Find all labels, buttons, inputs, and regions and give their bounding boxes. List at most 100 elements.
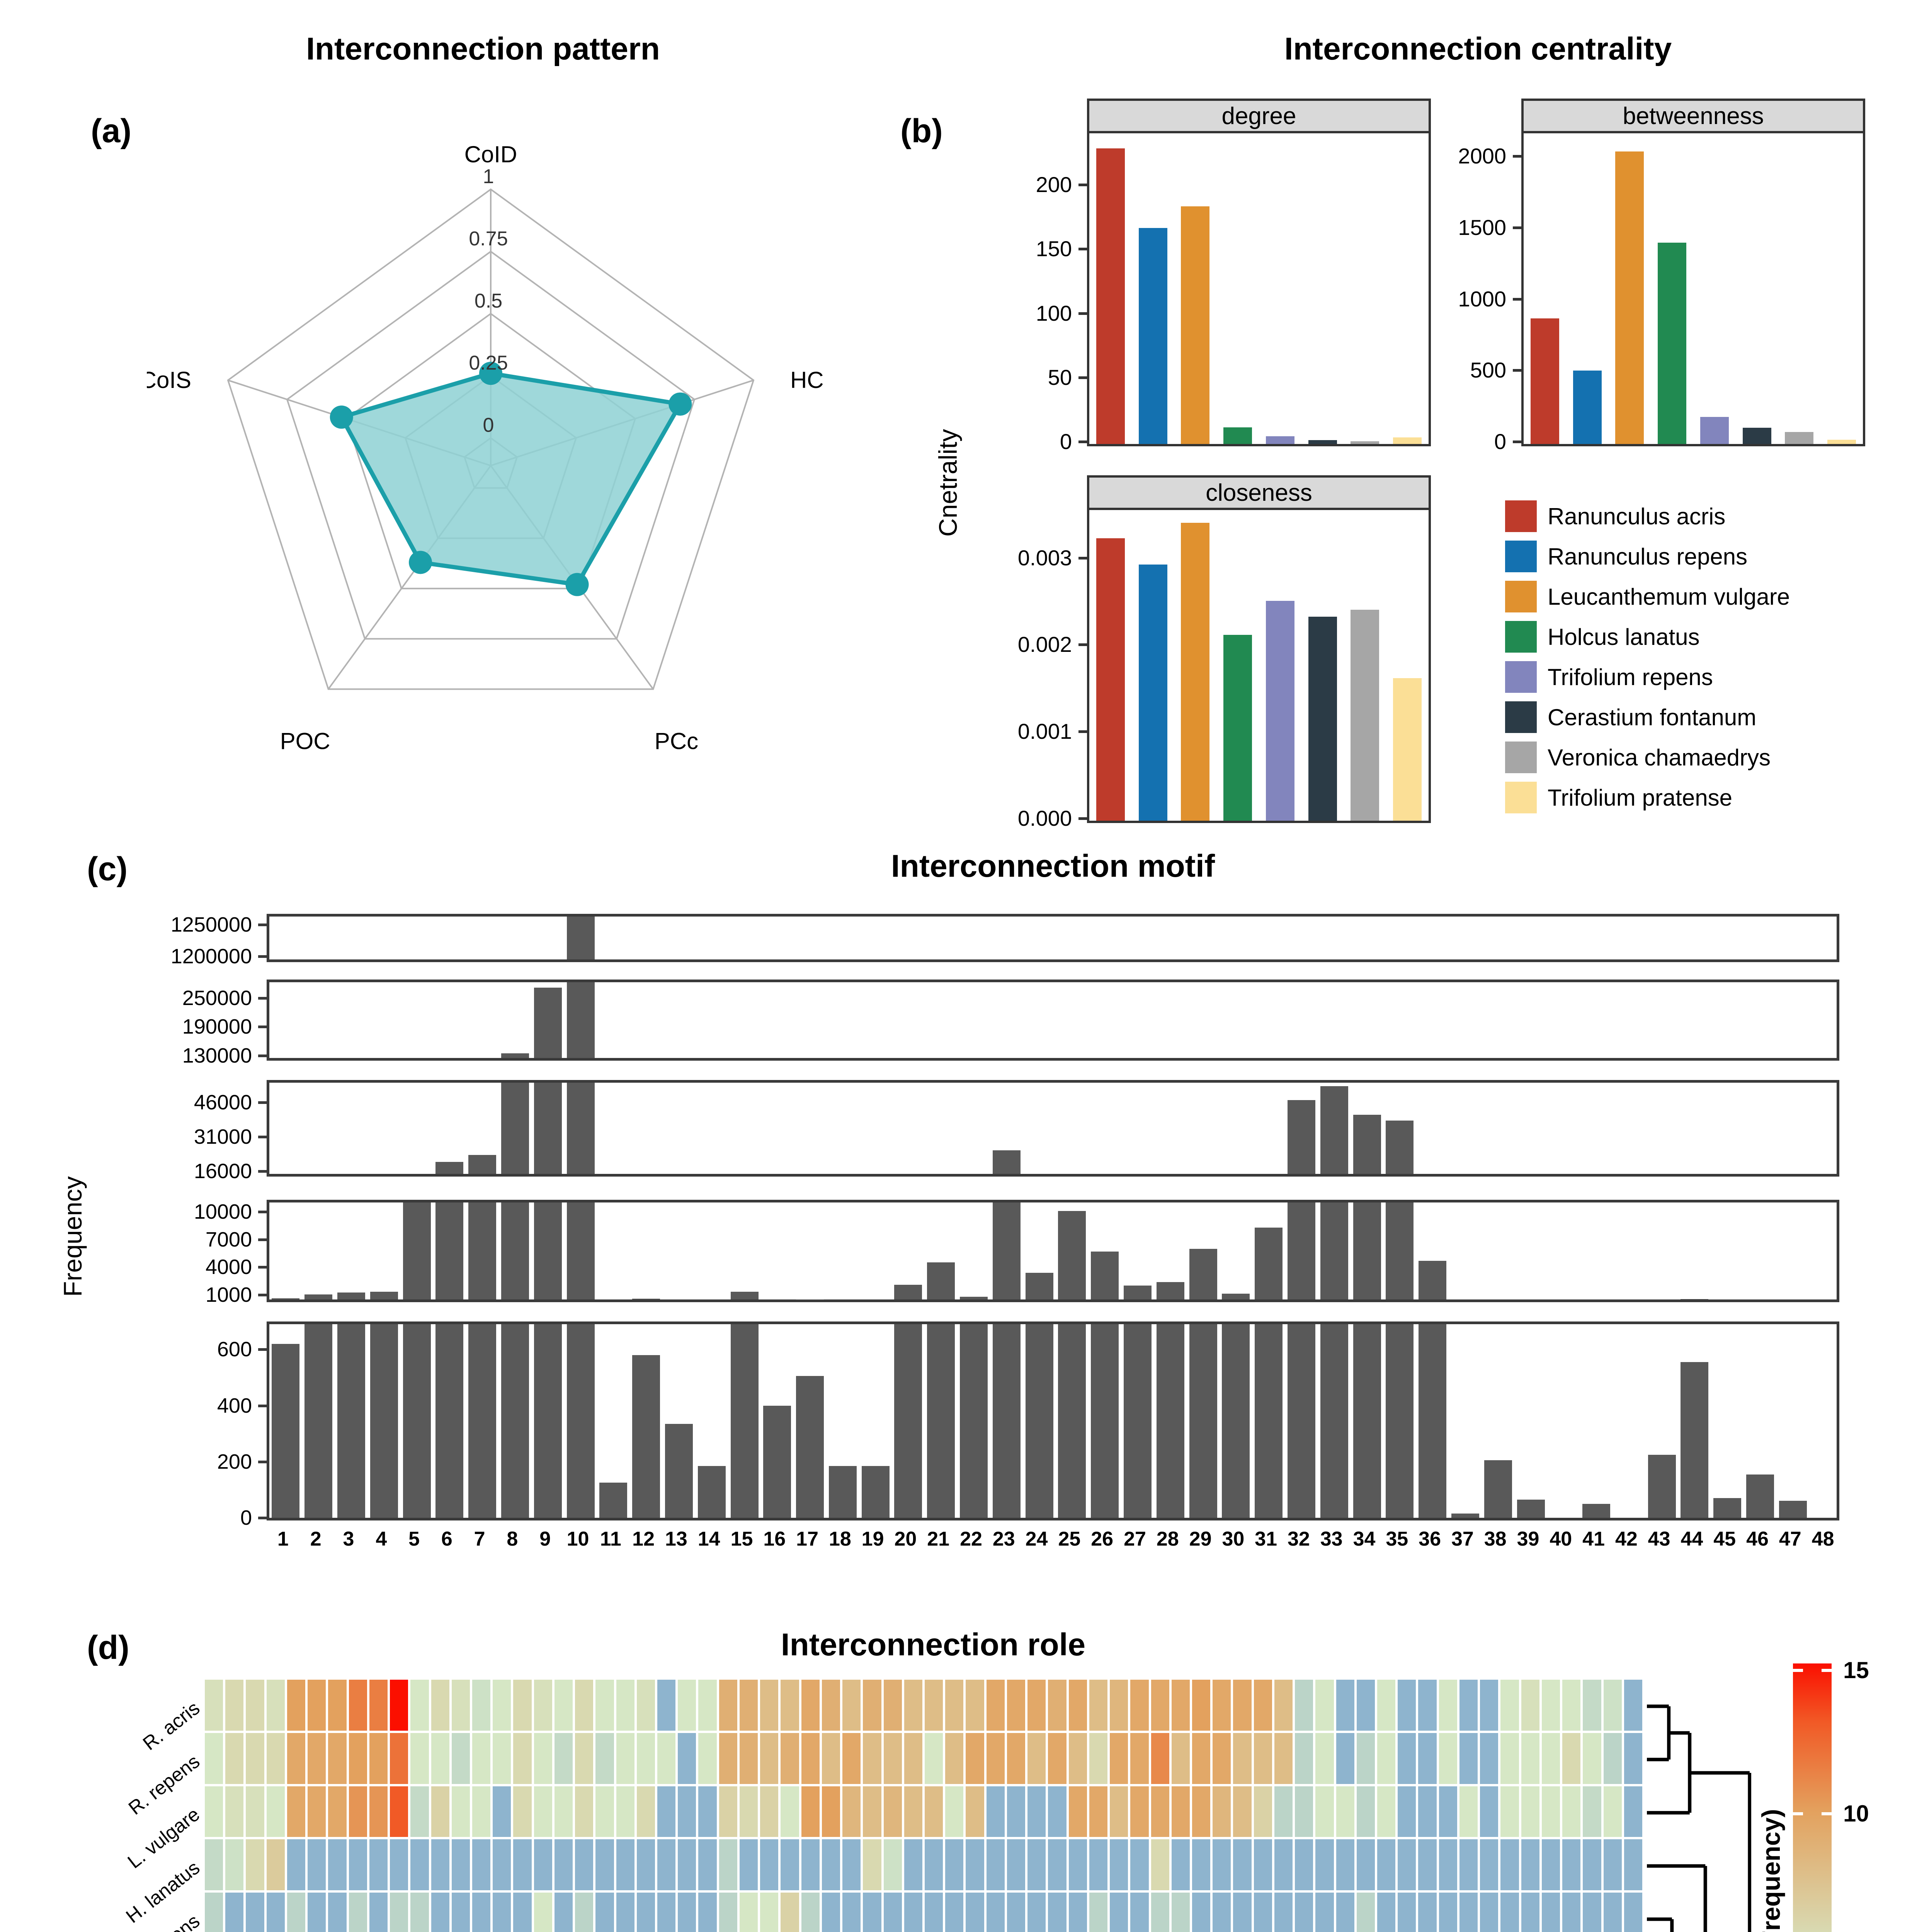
y-tick-mark [1513,369,1522,372]
motif-bar [534,987,562,1058]
motif-bar [1287,1100,1315,1174]
heatmap-cell [493,1733,511,1784]
heatmap-cell [719,1893,737,1932]
motif-bar [1124,1324,1152,1518]
legend-swatch [1505,742,1537,773]
radar-data-point [330,405,353,429]
facet-strip: degree [1087,99,1431,133]
y-tick-label: 0 [1494,429,1506,454]
heatmap-cell [636,1680,655,1731]
heatmap-cell [451,1839,470,1890]
heatmap-cell [513,1733,532,1784]
centrality-bar [1138,564,1167,821]
heatmap-cell [1315,1680,1334,1731]
heatmap-cell [205,1680,223,1731]
heatmap-cell [883,1839,902,1890]
heatmap-cell [308,1893,326,1932]
motif-x-label: 5 [408,1528,420,1550]
motif-bar [501,1083,529,1174]
legend-label: Cerastium fontanum [1548,704,1757,730]
motif-bar [960,1324,988,1518]
motif-bar [1484,1460,1512,1518]
heatmap-cell [842,1893,861,1932]
heatmap-cell [1624,1893,1642,1932]
heatmap-cell [698,1893,717,1932]
motif-x-label: 27 [1124,1528,1146,1550]
heatmap-cell [1336,1786,1354,1837]
motif-bar [1386,1121,1414,1174]
motif-tick-mark [258,1266,267,1269]
heatmap-cell [1048,1893,1067,1932]
radar-axis-label: HC [790,367,824,393]
motif-tick-mark [258,1404,267,1407]
heatmap-cell [349,1893,367,1932]
heatmap-cell [1603,1733,1622,1784]
facet-plot-area [1524,133,1863,444]
heatmap-row-label: R. repens [124,1750,204,1819]
heatmap-cell [328,1733,347,1784]
heatmap-cell [1048,1680,1067,1731]
heatmap-cell [390,1893,408,1932]
heatmap-cell [1439,1893,1457,1932]
heatmap-cell [1315,1839,1334,1890]
heatmap-cell [1603,1893,1622,1932]
heatmap-cell [925,1893,943,1932]
heatmap-cell [760,1733,779,1784]
heatmap-cell [287,1893,306,1932]
panel-d-tag: (d) [87,1629,129,1666]
heatmap-cell [1562,1733,1581,1784]
radar-data-point [409,551,432,574]
heatmap-cell [1027,1893,1046,1932]
heatmap-cell [883,1786,902,1837]
motif-y-axis-label: Frequency [58,1176,87,1297]
panel-c-title: Interconnection motif [891,849,1215,884]
centrality-bar [1827,439,1856,444]
heatmap-cell [266,1893,285,1932]
motif-x-label: 40 [1550,1528,1572,1550]
heatmap-cell [1171,1680,1190,1731]
motif-bar [1255,1324,1283,1518]
legend-swatch [1505,621,1537,653]
heatmap-cell [904,1839,922,1890]
motif-x-label: 44 [1681,1528,1703,1550]
motif-tick-label: 130000 [182,1044,252,1067]
heatmap-cell [1398,1733,1416,1784]
heatmap-cell [1171,1839,1190,1890]
heatmap-cell [1562,1680,1581,1731]
heatmap-cell [1110,1839,1128,1890]
motif-x-label: 20 [894,1528,917,1550]
heatmap-cell [781,1786,799,1837]
motif-x-label: 32 [1287,1528,1310,1550]
motif-x-label: 38 [1484,1528,1507,1550]
motif-bar [534,1083,562,1174]
motif-tick-mark [258,1054,267,1057]
heatmap-cell [1603,1839,1622,1890]
heatmap-cell [904,1680,922,1731]
legend-swatch [1505,661,1537,693]
motif-x-label: 33 [1320,1528,1343,1550]
radar-tick-label: 1 [483,165,494,188]
motif-bar-chart: 1200000 1250000 130000 190000 250000 16000 310… [171,0,1839,1584]
heatmap-cell [678,1680,696,1731]
motif-bar [272,1344,300,1518]
motif-x-label: 1 [277,1528,289,1550]
motif-x-label: 12 [632,1528,655,1550]
motif-bar [534,1324,562,1518]
radar-tick-label: 0.25 [469,352,508,374]
heatmap-cell [246,1839,264,1890]
motif-bar [927,1324,955,1518]
heatmap-cell [1603,1680,1622,1731]
dendrogram [1647,1704,1751,1932]
motif-bar [1156,1282,1184,1299]
heatmap-cell [1233,1733,1252,1784]
y-tick-mark [1078,556,1088,560]
heatmap-cell [1130,1786,1149,1837]
heatmap-cell [431,1680,449,1731]
heatmap-cell [1192,1893,1211,1932]
heatmap-cell [1603,1786,1622,1837]
heatmap-cell [1151,1733,1169,1784]
heatmap-cell [698,1839,717,1890]
motif-panel: 1000 4000 7000 10000 [194,1200,1839,1305]
heatmap-cell [1624,1733,1642,1784]
